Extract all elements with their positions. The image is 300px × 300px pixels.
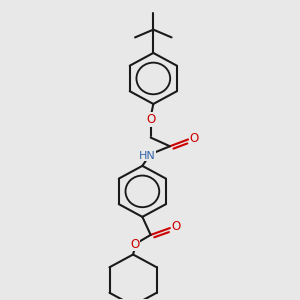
Text: HN: HN (139, 151, 156, 160)
Text: O: O (146, 113, 155, 126)
Text: O: O (190, 132, 199, 145)
Text: O: O (130, 238, 140, 251)
Text: O: O (171, 220, 181, 233)
